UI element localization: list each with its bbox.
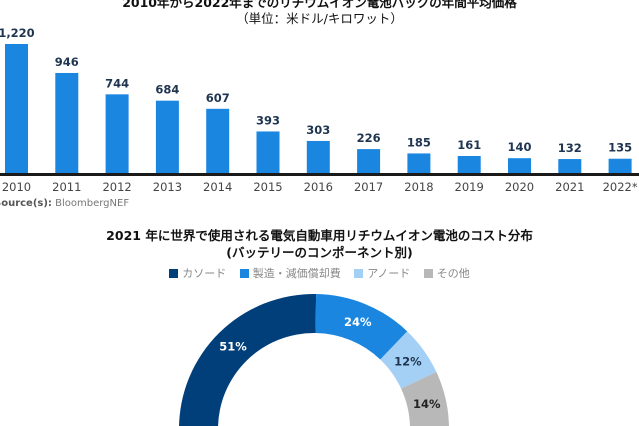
bar-value-label: 135 xyxy=(608,141,632,155)
bar-value-label: 303 xyxy=(306,123,330,137)
bar-value-label: 161 xyxy=(457,138,481,152)
bar-2013 xyxy=(155,100,179,173)
x-tick-label: 2017 xyxy=(354,180,383,194)
bar-value-label: 607 xyxy=(206,91,230,105)
bar-2022* xyxy=(608,158,632,173)
donut-chart-title: 2021 年に世界で使用される電気自動車用リチウムイオン電池のコスト分布 xyxy=(106,228,533,243)
bar-chart-title: 2010年から2022年までのリチウムイオン電池パックの年間平均価格 xyxy=(122,0,517,10)
donut-slice-0 xyxy=(179,294,317,426)
x-tick-label: 2012 xyxy=(102,180,131,194)
bar-value-label: 226 xyxy=(357,131,381,145)
x-tick-label: 2010 xyxy=(2,180,31,194)
x-axis-line xyxy=(0,173,639,176)
donut-chart-subtitle: (バッテリーのコンポーネント別) xyxy=(226,245,413,260)
legend-swatch xyxy=(169,269,179,278)
legend-label: カソード xyxy=(182,267,227,280)
legend-label: アノード xyxy=(367,267,411,280)
donut-legend: カソード 製造・減価償却費 アノード その他 xyxy=(0,265,639,281)
bar-value-label: 684 xyxy=(155,83,179,97)
bar-2017 xyxy=(357,149,381,173)
bar-2012 xyxy=(105,94,129,173)
slice-value-label: 51% xyxy=(219,340,247,354)
bar-2021 xyxy=(558,159,582,173)
bar-value-label: 744 xyxy=(105,76,129,90)
legend-item-cathode: カソード xyxy=(169,267,226,280)
bar-value-label: 946 xyxy=(55,55,79,69)
donut-slice-1 xyxy=(315,294,408,360)
bar-2014 xyxy=(206,108,230,173)
bar-value-label: 1,220 xyxy=(0,26,35,40)
legend-item-anode: アノード xyxy=(354,267,410,280)
x-tick-label: 2015 xyxy=(253,180,282,194)
donut-slice-3 xyxy=(401,372,449,426)
bar-value-label: 132 xyxy=(558,141,582,155)
x-tick-label: 2018 xyxy=(404,180,433,194)
bar-2018 xyxy=(407,153,431,173)
legend-swatch xyxy=(239,269,249,278)
x-tick-label: 2016 xyxy=(304,180,333,194)
donut-slice-2 xyxy=(380,331,437,389)
bar-value-label: 140 xyxy=(507,140,531,154)
legend-item-other: その他 xyxy=(423,267,470,280)
x-tick-label: 2014 xyxy=(203,180,232,194)
bar-2020 xyxy=(508,158,531,173)
slice-value-label: 14% xyxy=(413,397,441,411)
x-tick-label: 2021 xyxy=(555,180,584,194)
legend-swatch xyxy=(354,269,364,278)
x-tick-label: 2019 xyxy=(455,180,484,194)
x-tick-label: 2022* xyxy=(603,180,638,194)
x-tick-label: 2020 xyxy=(505,180,534,194)
slice-value-label: 24% xyxy=(344,315,372,329)
bar-value-label: 185 xyxy=(407,135,431,149)
legend-item-manufacturing: 製造・減価償却費 xyxy=(239,267,341,280)
bar-2011 xyxy=(55,72,79,173)
legend-label: 製造・減価償却費 xyxy=(252,267,341,280)
bar-value-label: 393 xyxy=(256,113,280,127)
slice-value-label: 12% xyxy=(394,355,422,369)
source-name: BloombergNEF xyxy=(55,198,130,209)
bar-2010 xyxy=(5,44,28,173)
source-note: Source(s): BloombergNEF xyxy=(0,198,129,209)
x-tick-label: 2011 xyxy=(52,180,81,194)
x-tick-label: 2013 xyxy=(153,180,182,194)
bar-2016 xyxy=(306,140,330,173)
bar-chart: 1,220 2010 946 2011 744 2012 684 2013 607 2014 393… xyxy=(0,26,639,194)
bar-2015 xyxy=(256,131,280,173)
source-label: Source(s): xyxy=(0,198,52,209)
bar-2019 xyxy=(457,155,481,173)
bar-chart-subtitle: （単位：米ドル/キロワット） xyxy=(236,11,403,26)
legend-swatch xyxy=(423,269,433,278)
legend-label: その他 xyxy=(436,267,470,280)
